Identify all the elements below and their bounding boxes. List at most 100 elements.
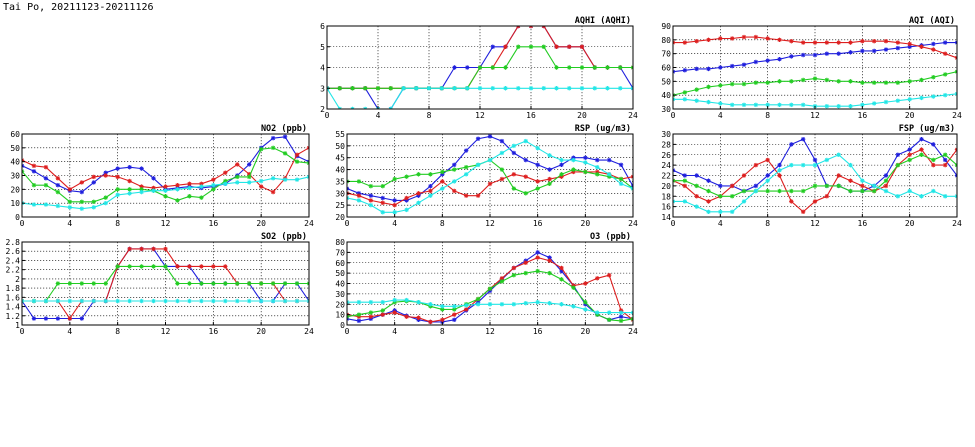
- data-point-cyan: [490, 86, 495, 91]
- data-point-cyan: [356, 299, 362, 305]
- data-point-green: [741, 188, 747, 194]
- data-point-cyan: [282, 298, 288, 304]
- data-point-green: [477, 65, 483, 70]
- data-point-green: [812, 76, 818, 81]
- data-point-green: [541, 44, 546, 49]
- data-point-blue: [535, 162, 540, 168]
- data-point-red: [931, 47, 936, 52]
- y-tick-label: 3: [320, 84, 325, 93]
- data-point-red: [475, 193, 481, 198]
- y-tick-label: 50: [335, 142, 345, 151]
- data-point-red: [718, 36, 723, 41]
- data-point-green: [247, 281, 252, 286]
- x-tick-label: 24: [628, 111, 638, 120]
- data-point-cyan: [139, 298, 144, 304]
- data-point-blue: [463, 148, 469, 153]
- data-point-green: [79, 199, 84, 204]
- data-point-cyan: [199, 298, 204, 304]
- data-point-green: [824, 77, 830, 83]
- data-point-green: [499, 279, 505, 284]
- data-point-red: [258, 184, 264, 189]
- data-point-green: [463, 165, 469, 170]
- data-point-green: [682, 178, 688, 183]
- y-tick-label: 30: [661, 105, 671, 114]
- x-tick-label: 4: [718, 219, 723, 228]
- data-point-green: [919, 152, 924, 157]
- data-point-red: [931, 162, 936, 168]
- data-point-cyan: [789, 102, 794, 108]
- data-point-cyan: [211, 298, 216, 304]
- data-point-cyan: [439, 86, 444, 91]
- data-point-green: [871, 80, 877, 85]
- data-point-green: [103, 195, 108, 200]
- data-point-cyan: [824, 157, 830, 163]
- data-point-green: [718, 83, 723, 88]
- data-point-green: [375, 86, 381, 91]
- data-point-red: [516, 26, 521, 29]
- data-point-cyan: [741, 102, 747, 108]
- x-tick-label: 12: [810, 111, 820, 120]
- data-point-green: [682, 90, 688, 95]
- data-point-cyan: [800, 162, 806, 168]
- data-point-cyan: [306, 298, 309, 304]
- data-point-cyan: [477, 86, 483, 91]
- data-point-red: [919, 147, 924, 152]
- data-point-cyan: [605, 86, 610, 91]
- data-point-cyan: [931, 188, 936, 194]
- data-point-red: [91, 174, 96, 180]
- data-point-cyan: [401, 86, 406, 91]
- data-point-green: [175, 281, 180, 286]
- data-point-cyan: [368, 202, 374, 208]
- data-point-green: [235, 174, 240, 180]
- data-point-blue: [682, 68, 688, 73]
- data-point-cyan: [931, 94, 936, 99]
- data-point-blue: [347, 186, 350, 191]
- data-point-red: [380, 200, 385, 205]
- y-tick-label: 1: [15, 321, 20, 330]
- data-point-cyan: [777, 102, 782, 108]
- data-point-blue: [718, 65, 723, 70]
- data-point-red: [463, 307, 469, 312]
- data-point-cyan: [765, 102, 770, 108]
- data-point-green: [931, 74, 936, 80]
- y-tick-label: 35: [335, 177, 345, 186]
- data-point-cyan: [618, 86, 623, 91]
- y-tick-label: 2: [320, 105, 325, 114]
- data-point-cyan: [55, 203, 61, 209]
- data-point-cyan: [729, 102, 735, 108]
- x-tick-label: 0: [671, 219, 676, 228]
- data-point-red: [753, 162, 759, 168]
- data-point-green: [380, 183, 385, 189]
- data-point-cyan: [883, 188, 889, 194]
- data-point-green: [812, 183, 818, 189]
- data-point-cyan: [860, 178, 865, 183]
- data-point-blue: [895, 152, 901, 157]
- data-point-cyan: [426, 86, 432, 91]
- data-point-green: [356, 179, 362, 184]
- data-point-red: [812, 199, 818, 204]
- data-point-cyan: [694, 204, 699, 209]
- data-point-cyan: [428, 302, 433, 307]
- data-point-red: [694, 194, 699, 199]
- data-point-cyan: [836, 152, 841, 157]
- data-point-cyan: [115, 192, 120, 198]
- data-point-red: [824, 40, 830, 45]
- data-point-red: [777, 173, 782, 178]
- data-point-green: [163, 194, 168, 199]
- x-tick-label: 20: [577, 111, 587, 120]
- y-tick-label: 2.8: [6, 238, 21, 247]
- data-point-blue: [247, 162, 252, 167]
- data-point-blue: [282, 134, 288, 139]
- data-point-red: [694, 39, 699, 44]
- data-point-cyan: [824, 104, 830, 109]
- data-point-cyan: [43, 298, 49, 304]
- x-tick-label: 12: [485, 219, 495, 228]
- data-point-green: [55, 189, 61, 195]
- y-tick-label: 50: [10, 144, 20, 153]
- data-point-red: [765, 36, 770, 41]
- x-tick-label: 12: [485, 327, 495, 336]
- data-point-red: [523, 260, 528, 265]
- data-point-red: [151, 246, 156, 252]
- data-point-green: [306, 160, 309, 166]
- data-point-cyan: [618, 310, 624, 315]
